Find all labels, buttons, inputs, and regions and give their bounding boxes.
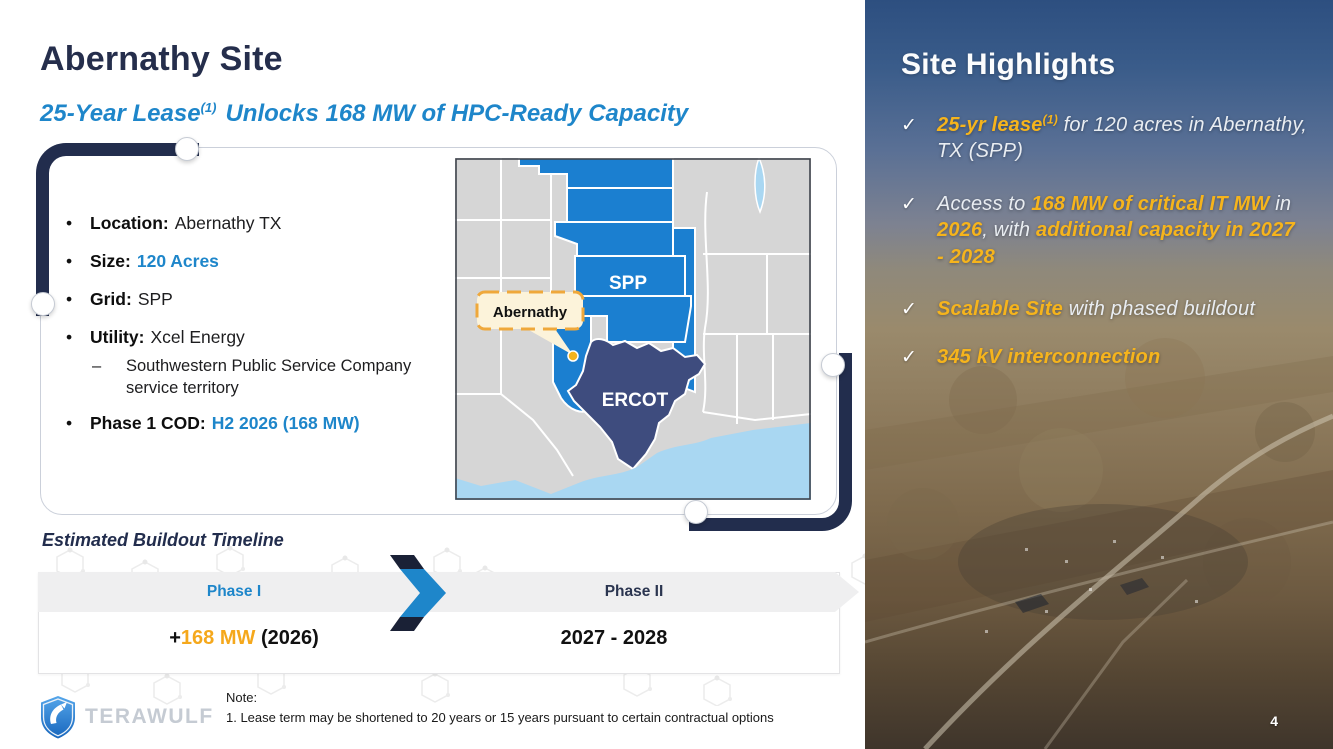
callout-label: Abernathy bbox=[493, 304, 568, 321]
bullet-location: • Location: Abernathy TX bbox=[66, 213, 282, 233]
phase2-value: 2027 - 2028 bbox=[560, 627, 668, 649]
page-subtitle: 25-Year Lease(1) Unlocks 168 MW of HPC-Re… bbox=[40, 100, 688, 128]
subtitle-lead: 25-Year Lease bbox=[40, 100, 201, 127]
phase1-label: Phase I bbox=[206, 583, 262, 600]
terawulf-wordmark: TERAWULF bbox=[85, 705, 214, 728]
page-number: 4 bbox=[1270, 713, 1278, 729]
highlight-item-capacity: ✓ Access to 168 MW of critical IT MW in … bbox=[901, 191, 1307, 270]
callout-tail bbox=[527, 326, 573, 355]
footnote: Note: 1. Lease term may be shortened to … bbox=[226, 688, 774, 727]
highlights-heading: Site Highlights bbox=[901, 48, 1116, 81]
footnote-label: Note: bbox=[226, 690, 258, 705]
terawulf-shield-icon bbox=[41, 696, 75, 739]
bracket-node bbox=[175, 137, 199, 161]
bullet-marker: • bbox=[66, 326, 73, 347]
timeline-heading: Estimated Buildout Timeline bbox=[42, 530, 284, 550]
callout-box bbox=[475, 290, 585, 331]
check-icon: ✓ bbox=[901, 347, 917, 369]
bracket-node bbox=[684, 500, 708, 524]
aerial-photo-decor bbox=[865, 338, 1333, 749]
lake-michigan bbox=[754, 156, 766, 214]
dash-marker: – bbox=[92, 356, 102, 375]
spp-label: SPP bbox=[609, 273, 647, 294]
page-title: Abernathy Site bbox=[40, 40, 283, 78]
phase1-value: +168 MW (2026) bbox=[169, 627, 319, 649]
bracket-node bbox=[821, 353, 845, 377]
spp-region bbox=[518, 157, 696, 413]
subtitle-footnote-ref: (1) bbox=[200, 100, 217, 115]
bullet-size: • Size: 120 Acres bbox=[66, 250, 219, 271]
terawulf-logo: TERAWULF bbox=[38, 694, 214, 740]
highlight-item-interconnection: ✓ 345 kV interconnection bbox=[901, 344, 1307, 370]
highlight-item-lease: ✓ 25-yr lease(1) for 120 acres in Aberna… bbox=[901, 112, 1307, 165]
bullet-utility-sub: – Southwestern Public Service Company se… bbox=[92, 355, 448, 400]
footnote-ref: (1) bbox=[1042, 112, 1058, 127]
bullet-phase1-cod: • Phase 1 COD: H2 2026 (168 MW) bbox=[66, 413, 360, 434]
photo-panel: Site Highlights ✓ 25-yr lease(1) for 120… bbox=[865, 0, 1333, 749]
bullet-marker: • bbox=[66, 413, 73, 434]
bullet-utility: • Utility: Xcel Energy bbox=[66, 326, 245, 347]
bullet-marker: • bbox=[66, 288, 73, 309]
check-icon: ✓ bbox=[901, 298, 917, 320]
subtitle-rest: Unlocks 168 MW of HPC-Ready Capacity bbox=[225, 100, 689, 127]
bullet-grid: • Grid: SPP bbox=[66, 288, 173, 309]
region-map: SPP ERCOT Abernathy bbox=[455, 156, 812, 500]
gulf-of-mexico bbox=[455, 423, 811, 500]
ercot-region bbox=[566, 337, 707, 471]
bracket-node bbox=[31, 292, 55, 316]
region-map-svg: SPP ERCOT Abernathy bbox=[455, 156, 812, 500]
highlight-item-scalable: ✓ Scalable Site with phased buildout bbox=[901, 296, 1307, 322]
site-location-dot bbox=[567, 350, 579, 362]
check-icon: ✓ bbox=[901, 193, 917, 215]
phase2-label: Phase II bbox=[604, 583, 664, 600]
chevron-icon bbox=[390, 555, 446, 631]
check-icon: ✓ bbox=[901, 115, 917, 136]
site-highlights: Site Highlights ✓ 25-yr lease(1) for 120… bbox=[865, 0, 1333, 393]
bullet-marker: • bbox=[66, 250, 73, 271]
site-facts-list: • Location: Abernathy TX • Size: 120 Acr… bbox=[66, 213, 448, 451]
bullet-marker: • bbox=[66, 213, 73, 233]
footnote-line: 1. Lease term may be shortened to 20 yea… bbox=[226, 709, 774, 725]
timeline-box: Phase I Phase II +168 MW (2026) 2027 - 2… bbox=[38, 572, 859, 674]
timeline-band bbox=[38, 572, 859, 612]
ercot-label: ERCOT bbox=[602, 390, 669, 411]
